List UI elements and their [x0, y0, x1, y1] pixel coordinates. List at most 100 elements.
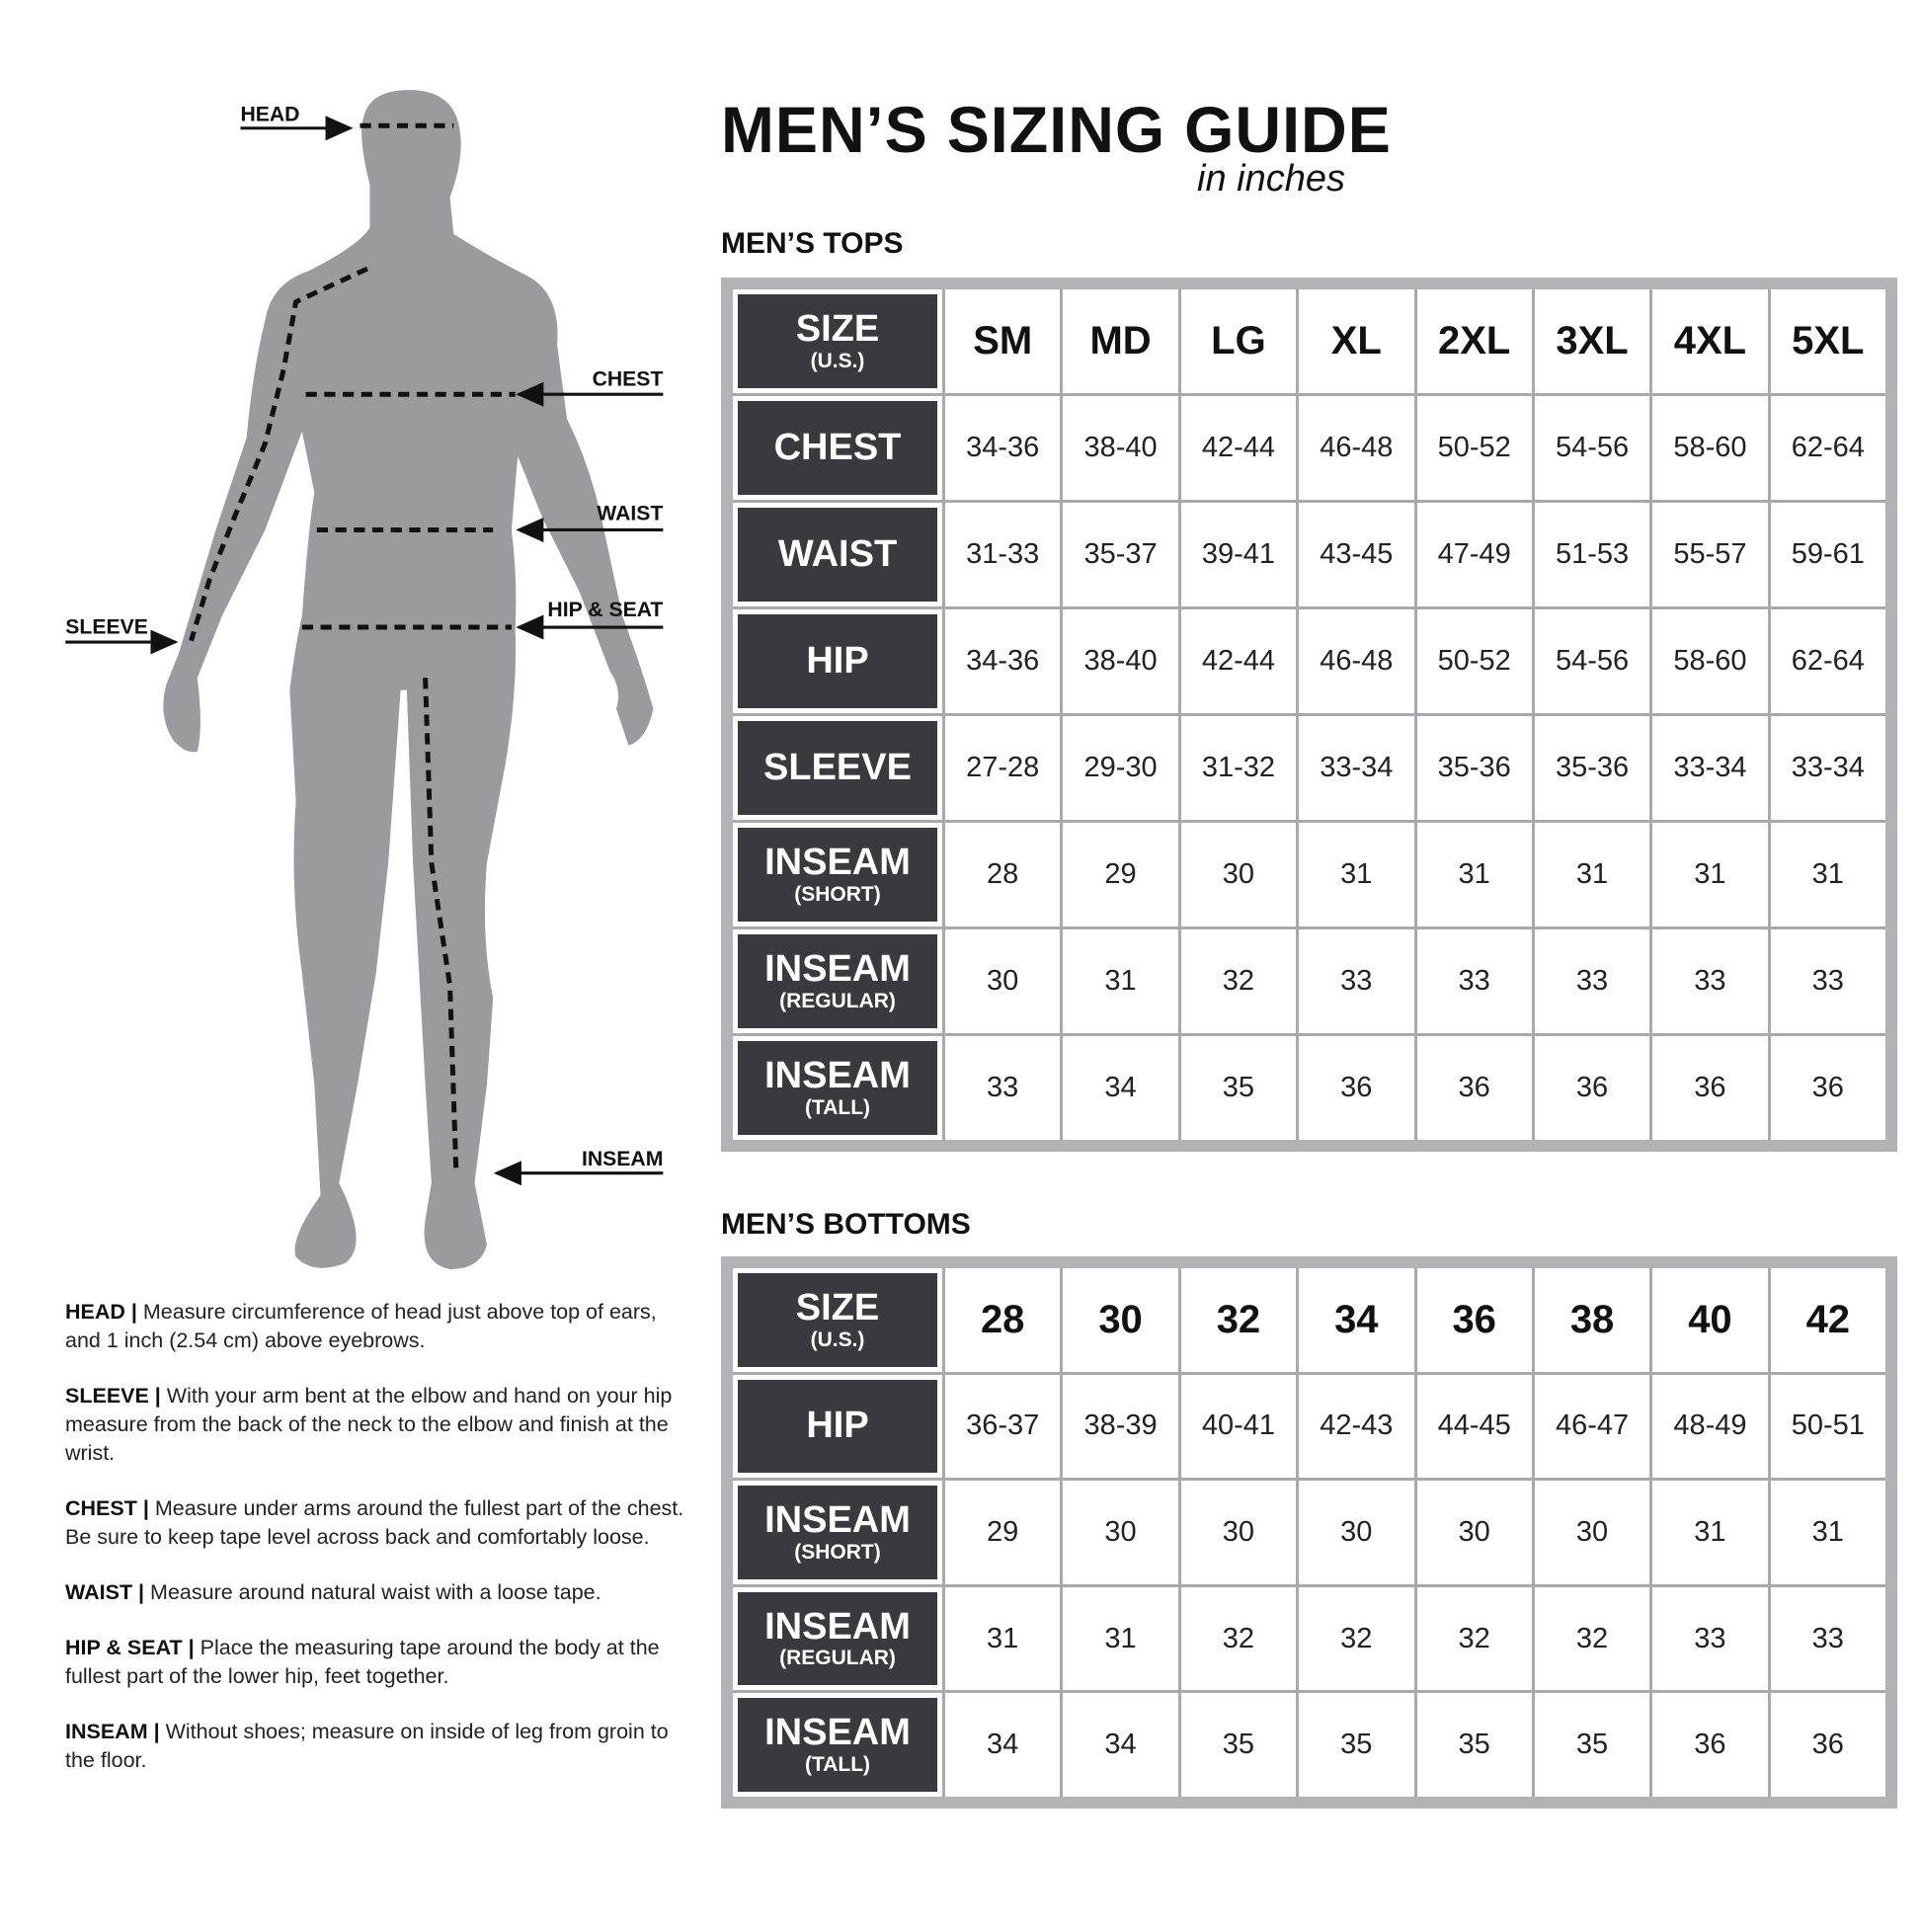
table-cell: 31	[1299, 823, 1414, 926]
size-header-cell: MD	[1063, 289, 1178, 393]
row-label-sub: (TALL)	[804, 1095, 871, 1119]
table-cell: 30	[1063, 1481, 1178, 1584]
table-cell: 58-60	[1652, 609, 1768, 713]
measure-lines	[189, 122, 516, 1171]
table-cell: 31	[1652, 1481, 1768, 1584]
table-cell: 36-37	[945, 1374, 1061, 1479]
table-cell: 33	[1652, 1586, 1768, 1691]
tops-size-table: SIZE (U.S.) SM MD LG XL 2XL 3XL 4XL 5XL CHEST 34-36…	[721, 278, 1897, 1152]
instruction-item: WAIST | Measure around natural waist wit…	[65, 1578, 697, 1607]
instruction-item: CHEST | Measure under arms around the fu…	[65, 1494, 697, 1552]
size-header-cell: 2XL	[1416, 289, 1532, 393]
row-label-box: HIP	[738, 614, 937, 708]
table-cell: 35-36	[1534, 716, 1650, 820]
chest-label: CHEST	[593, 368, 664, 391]
row-label-main: INSEAM	[764, 1712, 911, 1754]
sleeve-measure-line	[189, 266, 369, 642]
row-label-main: CHEST	[773, 426, 902, 468]
table-cell: 43-45	[1299, 503, 1414, 606]
instruction-text: Measure around natural waist with a loos…	[144, 1580, 601, 1604]
size-header-cell: XL	[1299, 289, 1414, 393]
table-cell: 33	[1534, 929, 1650, 1033]
row-label-main: INSEAM	[764, 1499, 911, 1541]
table-cell: 31	[1652, 823, 1768, 926]
instruction-term: HIP & SEAT |	[65, 1636, 195, 1659]
table-cell: 31	[1416, 823, 1532, 926]
instruction-text: Measure circumference of head just above…	[65, 1300, 657, 1352]
inseam-measure-line	[423, 678, 459, 1171]
table-cell: 42-44	[1180, 609, 1297, 713]
instruction-text: Without shoes; measure on inside of leg …	[65, 1720, 669, 1772]
table-cell: 35-36	[1416, 716, 1532, 820]
table-cell: 31	[1063, 929, 1178, 1033]
size-header-cell: 28	[945, 1268, 1061, 1372]
instruction-term: INSEAM |	[65, 1720, 160, 1743]
row-label-main: INSEAM	[764, 842, 911, 883]
table-cell: 34	[1063, 1036, 1178, 1140]
table-cell: 48-49	[1652, 1374, 1768, 1479]
table-cell: 31	[1770, 1481, 1885, 1584]
table-cell: 39-41	[1180, 503, 1297, 606]
row-label-inseam: INSEAM (REGULAR)	[733, 929, 942, 1033]
table-cell: 34-36	[945, 396, 1061, 500]
table-cell: 33	[1770, 929, 1885, 1033]
table-cell: 46-48	[1299, 396, 1414, 500]
size-header-cell: 30	[1063, 1268, 1178, 1372]
row-label-chest: CHEST	[733, 396, 942, 500]
table-cell: 54-56	[1534, 396, 1650, 500]
size-header-cell: 5XL	[1770, 289, 1885, 393]
row-label-sub: (SHORT)	[794, 1540, 881, 1564]
row-label-main: WAIST	[777, 532, 898, 575]
table-cell: 36	[1770, 1036, 1885, 1140]
table-cell: 35-37	[1063, 503, 1178, 606]
table-cell: 32	[1180, 1586, 1297, 1691]
row-label-main: SIZE	[795, 1286, 880, 1328]
row-label-box: SIZE (U.S.)	[738, 1273, 937, 1367]
table-cell: 35	[1180, 1693, 1297, 1797]
table-cell: 29-30	[1063, 716, 1178, 820]
table-cell: 30	[1299, 1481, 1414, 1584]
table-cell: 33-34	[1652, 716, 1768, 820]
table-cell: 38-40	[1063, 396, 1178, 500]
head-label: HEAD	[240, 103, 299, 125]
table-cell: 31	[1770, 823, 1885, 926]
table-cell: 35	[1534, 1693, 1650, 1797]
instruction-term: WAIST |	[65, 1580, 145, 1604]
table-cell: 30	[945, 929, 1061, 1033]
size-header-cell: 3XL	[1534, 289, 1650, 393]
hip-seat-label: HIP & SEAT	[547, 599, 663, 621]
row-label-main: INSEAM	[764, 1605, 911, 1648]
table-cell: 58-60	[1652, 396, 1768, 500]
table-cell: 33	[1770, 1586, 1885, 1691]
row-label-inseam: INSEAM (TALL)	[733, 1036, 942, 1140]
table-cell: 32	[1180, 929, 1297, 1033]
table-cell: 31-32	[1180, 716, 1297, 820]
row-label-box: WAIST	[738, 508, 937, 602]
row-label-box: SIZE (U.S.)	[738, 294, 937, 388]
row-label-box: CHEST	[738, 401, 937, 495]
table-cell: 30	[1180, 1481, 1297, 1584]
table-cell: 31	[945, 1586, 1061, 1691]
table-cell: 62-64	[1770, 609, 1885, 713]
row-label-sleeve: SLEEVE	[733, 716, 942, 820]
size-header-cell: SM	[945, 289, 1061, 393]
table-cell: 38-40	[1063, 609, 1178, 713]
instruction-term: CHEST |	[65, 1496, 149, 1520]
table-cell: 40-41	[1180, 1374, 1297, 1479]
table-cell: 38-39	[1063, 1374, 1178, 1479]
row-label-box: INSEAM (REGULAR)	[738, 934, 937, 1028]
instruction-term: HEAD |	[65, 1300, 137, 1324]
table-cell: 42-43	[1299, 1374, 1414, 1479]
size-header-cell: 42	[1770, 1268, 1885, 1372]
table-cell: 36	[1416, 1036, 1532, 1140]
table-cell: 33	[945, 1036, 1061, 1140]
table-cell: 32	[1416, 1586, 1532, 1691]
table-cell: 44-45	[1416, 1374, 1532, 1479]
body-measurement-figure: HEAD CHEST WAIST HIP & SEAT SLEEVE INSEA…	[65, 90, 664, 1270]
size-header-cell: 40	[1652, 1268, 1768, 1372]
waist-label: WAIST	[597, 502, 663, 524]
size-header-cell: 34	[1299, 1268, 1414, 1372]
row-label-sub: (U.S.)	[810, 1328, 865, 1351]
row-label-main: SIZE	[795, 308, 880, 350]
instruction-item: INSEAM | Without shoes; measure on insid…	[65, 1718, 697, 1775]
